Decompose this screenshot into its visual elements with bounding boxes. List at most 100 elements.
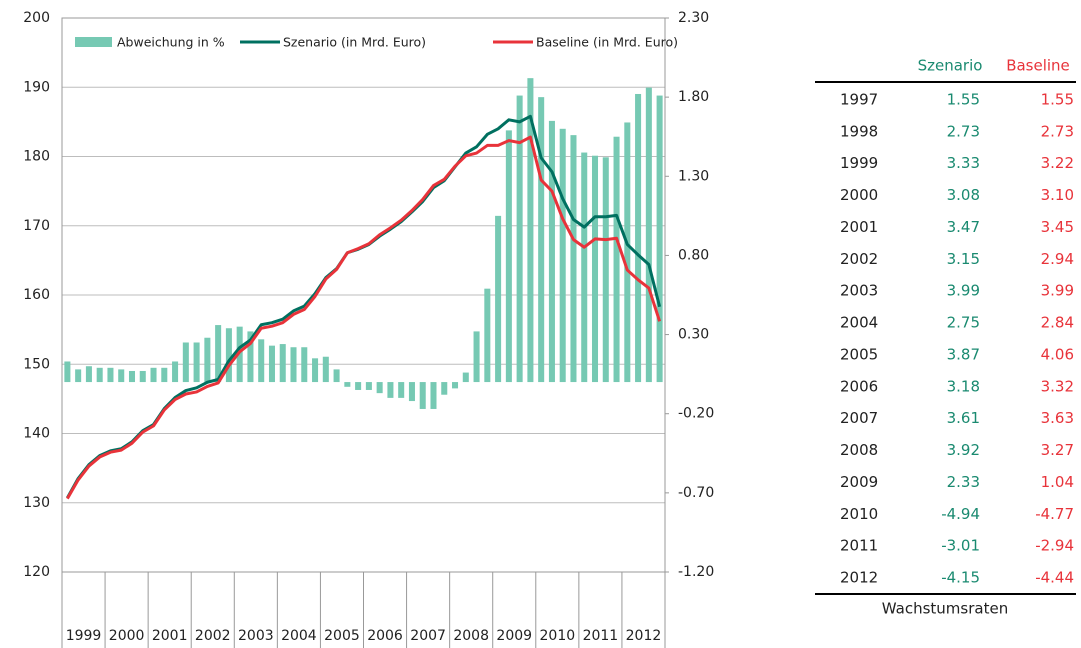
table-cell: 2.75 (947, 314, 980, 332)
bar (85, 366, 92, 383)
table-cell: -4.77 (1035, 505, 1074, 523)
bar (645, 87, 652, 383)
bar (376, 382, 383, 394)
table-cell: -4.44 (1035, 569, 1074, 587)
bar (484, 288, 491, 383)
bar (279, 344, 286, 383)
table-cell: 2.84 (1041, 314, 1074, 332)
table-header: Baseline (1006, 57, 1070, 75)
bar (258, 339, 265, 383)
bar (559, 128, 566, 383)
y-tick-label: 120 (23, 564, 50, 580)
bar (333, 369, 340, 383)
bar (656, 95, 663, 383)
bar (495, 215, 502, 383)
y-tick-label: 190 (23, 79, 50, 95)
bar (139, 370, 146, 383)
legend-label: Baseline (in Mrd. Euro) (536, 35, 678, 50)
y2-tick-label: 0.30 (678, 327, 709, 343)
y-tick-label: 200 (23, 10, 50, 26)
table-year: 2005 (840, 345, 878, 363)
legend-swatch (75, 37, 112, 47)
bar (548, 120, 555, 383)
bar (312, 358, 319, 383)
table-cell: 2.94 (1041, 250, 1074, 268)
y2-tick-label: 0.80 (678, 247, 709, 263)
legend-label: Szenario (in Mrd. Euro) (283, 35, 426, 50)
y2-tick-label: -1.20 (678, 564, 714, 580)
table-cell: 3.99 (1041, 282, 1074, 300)
bar (516, 95, 523, 383)
y2-tick-label: 2.30 (678, 10, 709, 26)
bar (408, 382, 415, 402)
bar (462, 372, 469, 383)
table-cell: -4.15 (941, 569, 980, 587)
bar (161, 367, 168, 383)
x-tick-label: 2003 (238, 628, 274, 644)
table-year: 1997 (840, 91, 878, 109)
bar (322, 356, 329, 383)
bar (64, 361, 71, 383)
table-year: 2004 (840, 314, 878, 332)
x-tick-label: 2009 (496, 628, 532, 644)
table-year: 2002 (840, 250, 878, 268)
bar (118, 369, 125, 383)
table-year: 2006 (840, 377, 878, 395)
x-tick-label: 2010 (540, 628, 576, 644)
table-cell: 3.61 (947, 409, 980, 427)
table-cell: 1.55 (1041, 91, 1074, 109)
table-year: 2000 (840, 186, 878, 204)
bar (355, 382, 362, 390)
table-cell: 3.99 (947, 282, 980, 300)
table-cell: 3.32 (1041, 377, 1074, 395)
table-year: 2009 (840, 473, 878, 491)
bar (268, 345, 275, 383)
bar (215, 325, 222, 383)
table-cell: -4.94 (941, 505, 980, 523)
bar (204, 337, 211, 383)
table-caption: Wachstumsraten (882, 600, 1008, 618)
bar (301, 347, 308, 383)
y-tick-label: 140 (23, 426, 50, 442)
x-tick-label: 2004 (281, 628, 317, 644)
table-cell: 3.22 (1041, 154, 1074, 172)
bar (581, 152, 588, 383)
table-cell: 3.15 (947, 250, 980, 268)
table-year: 2011 (840, 537, 878, 555)
table-cell: 3.08 (947, 186, 980, 204)
y-tick-label: 150 (23, 356, 50, 372)
table-year: 2001 (840, 218, 878, 236)
line (66, 135, 662, 500)
bar (419, 382, 426, 409)
legend-label: Abweichung in % (117, 35, 225, 50)
bar (344, 382, 351, 387)
bar (387, 382, 394, 398)
bar (398, 382, 405, 398)
bar (613, 136, 620, 383)
table-cell: 1.04 (1041, 473, 1074, 491)
bar (128, 370, 136, 383)
bar (591, 155, 599, 383)
bar (602, 157, 609, 383)
x-tick-label: 2007 (410, 628, 446, 644)
table-year: 1998 (840, 122, 878, 140)
bar (247, 331, 254, 383)
table-year: 1999 (840, 154, 878, 172)
bar (538, 97, 545, 383)
bar (96, 367, 103, 383)
bar (635, 93, 642, 383)
y2-tick-label: -0.70 (678, 485, 714, 501)
table-year: 2003 (840, 282, 878, 300)
bar (365, 382, 372, 390)
table-year: 2010 (840, 505, 878, 523)
y-tick-label: 180 (23, 149, 50, 165)
table-cell: 3.63 (1041, 409, 1074, 427)
table-year: 2012 (840, 569, 878, 587)
bar (452, 382, 459, 389)
bar (624, 122, 631, 383)
bar (150, 367, 157, 383)
table-cell: -2.94 (1035, 537, 1074, 555)
bar (236, 326, 243, 383)
x-tick-label: 2011 (583, 628, 619, 644)
y-tick-label: 160 (23, 287, 50, 303)
